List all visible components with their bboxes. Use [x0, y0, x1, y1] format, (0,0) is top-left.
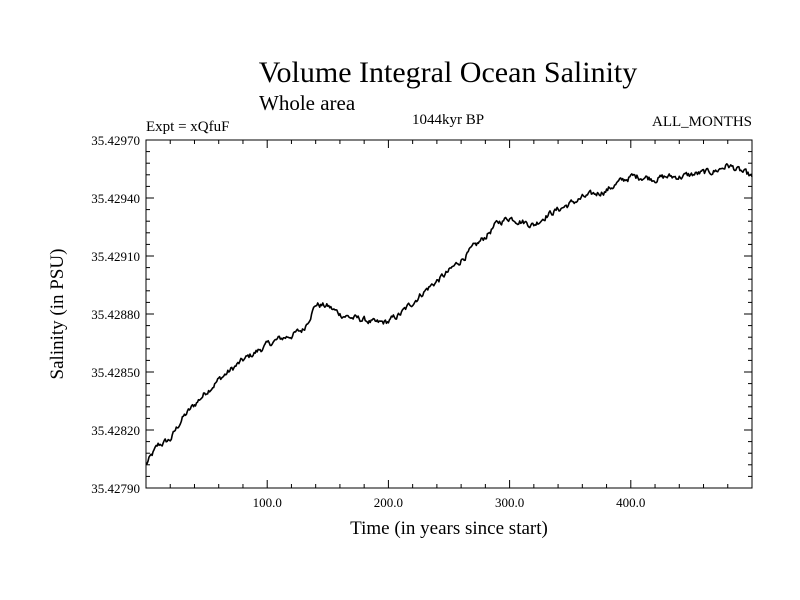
y-axis-label: Salinity (in PSU) — [47, 249, 68, 380]
x-tick-label: 100.0 — [253, 495, 282, 510]
chart-subtitle: Whole area — [259, 91, 356, 115]
x-tick-label: 300.0 — [495, 495, 524, 510]
y-tick-label: 35.42940 — [91, 191, 140, 206]
x-axis-label: Time (in years since start) — [350, 518, 548, 539]
experiment-label: Expt = xQfuF — [146, 119, 229, 135]
months-label: ALL_MONTHS — [652, 114, 752, 130]
x-tick-label: 200.0 — [374, 495, 403, 510]
y-tick-label: 35.42850 — [91, 365, 140, 380]
y-tick-label: 35.42880 — [91, 307, 140, 322]
y-tick-label: 35.42910 — [91, 249, 140, 264]
x-tick-label: 400.0 — [616, 495, 645, 510]
y-tick-label: 35.42820 — [91, 423, 140, 438]
salinity-series-line — [145, 163, 753, 465]
chart-title: Volume Integral Ocean Salinity — [259, 56, 638, 89]
period-label: 1044kyr BP — [412, 112, 484, 128]
y-tick-label: 35.42790 — [91, 481, 140, 496]
plot-frame — [145, 139, 753, 489]
y-tick-label: 35.42970 — [91, 133, 140, 148]
